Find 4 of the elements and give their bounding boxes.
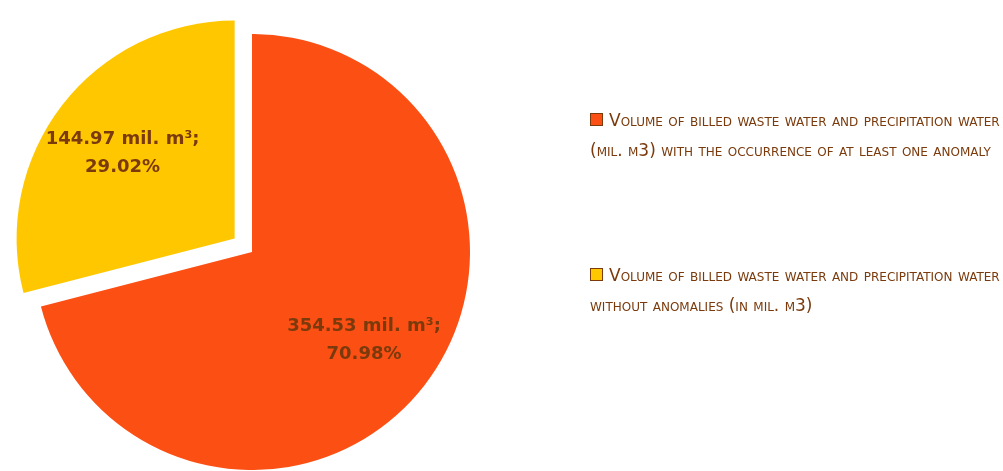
legend-label: Volume of billed waste water and precipitation water without anomalies (in mil. m3)	[590, 265, 1000, 315]
data-label: 144.97 mil. m³; 29.02%	[45, 126, 200, 176]
legend-label: Volume of billed waste water and precipitation water (mil. m3) with the occurrence of at least one anomaly	[590, 110, 1000, 160]
data-label: 354.53 mil. m³; 70.98%	[287, 313, 441, 363]
